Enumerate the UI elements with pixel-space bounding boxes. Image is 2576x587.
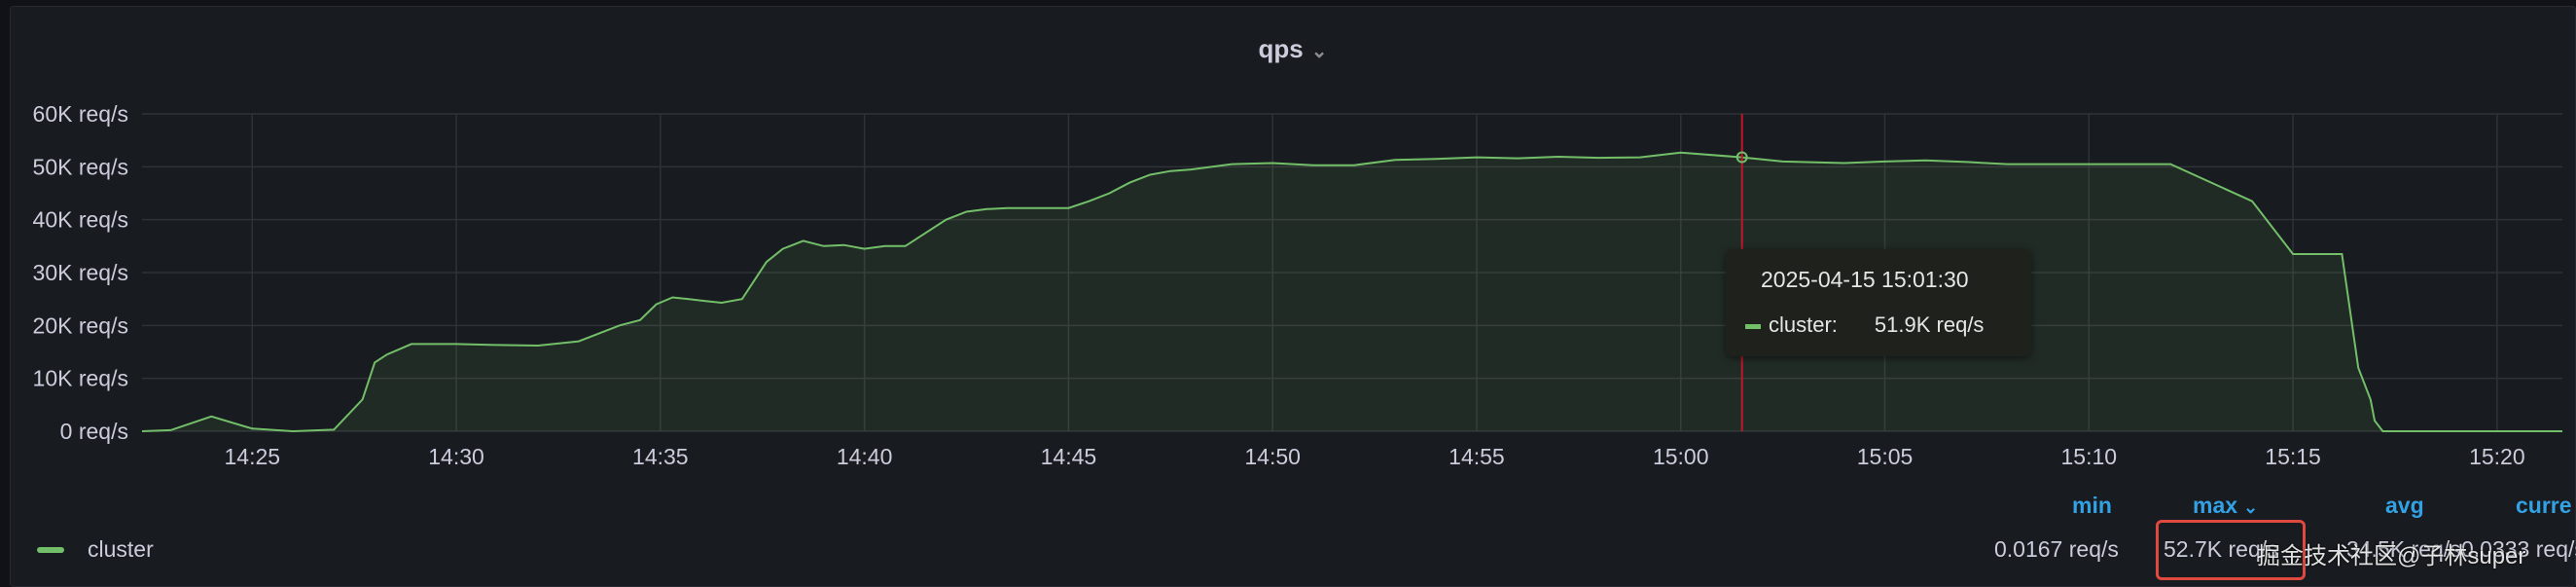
x-tick-label: 14:40: [837, 444, 893, 469]
legend-header-max-label: max: [2193, 493, 2238, 518]
x-tick-label: 14:25: [225, 444, 281, 469]
legend-header-avg[interactable]: avg: [2385, 493, 2424, 518]
legend-series-name[interactable]: cluster: [88, 536, 154, 562]
legend-avg-value: 34.5K req/s: [2346, 536, 2461, 562]
tooltip-value: 51.9K req/s: [1874, 312, 1985, 337]
legend-header-current[interactable]: curre: [2516, 493, 2572, 518]
x-tick-label: 15:20: [2469, 444, 2525, 469]
x-tick-label: 15:10: [2061, 444, 2118, 469]
max-value-highlight-box: [2156, 520, 2306, 580]
legend-min-value: 0.0167 req/s: [1994, 536, 2119, 562]
y-tick-label: 40K req/s: [33, 207, 128, 233]
y-tick-label: 60K req/s: [33, 101, 128, 127]
watermark: 掘金技术社区@子林super: [2257, 543, 2526, 569]
y-tick-label: 30K req/s: [33, 260, 128, 285]
y-tick-label: 50K req/s: [33, 154, 128, 179]
tooltip-series-swatch: [1745, 323, 1761, 329]
panel-title-button[interactable]: qps ⌄: [11, 34, 2575, 64]
y-tick-label: 10K req/s: [33, 366, 128, 391]
tooltip: 2025-04-15 15:01:30 cluster: 51.9K req/s: [1726, 249, 2031, 356]
tooltip-row: cluster: 51.9K req/s: [1745, 312, 2012, 338]
legend-header-min[interactable]: min: [2072, 493, 2112, 518]
legend-current-value: 0.0333 req/s: [2461, 536, 2576, 562]
y-tick-label: 20K req/s: [33, 312, 128, 338]
x-tick-label: 15:15: [2265, 444, 2321, 469]
panel-title: qps: [1258, 34, 1304, 63]
x-tick-label: 14:35: [632, 444, 689, 469]
legend-max-value: 52.7K req/s: [2164, 536, 2278, 562]
chevron-down-icon: ⌄: [2243, 497, 2259, 517]
x-tick-label: 14:30: [428, 444, 484, 469]
series-cluster-area: [142, 152, 2562, 431]
series-cluster: [141, 151, 2562, 433]
x-tick-label: 15:05: [1857, 444, 1914, 469]
tooltip-series-name: cluster:: [1769, 312, 1838, 337]
x-axis: 14:25 14:30 14:35 14:40 14:45 14:50 14:55 15:00…: [225, 444, 2525, 469]
x-tick-label: 15:00: [1653, 444, 1709, 469]
tooltip-time: 2025-04-15 15:01:30: [1761, 267, 1969, 292]
y-axis: 0 req/s 10K req/s 20K req/s 30K req/s 40K re…: [33, 101, 128, 444]
x-tick-label: 14:50: [1244, 444, 1301, 469]
y-tick-label: 0 req/s: [60, 419, 128, 444]
chevron-down-icon: ⌄: [1310, 41, 1328, 62]
x-tick-label: 14:45: [1041, 444, 1097, 469]
legend-header-max[interactable]: max ⌄: [2193, 493, 2258, 519]
crosshair-point: [1735, 151, 1748, 164]
legend-series-swatch[interactable]: [37, 547, 64, 553]
graph-panel: qps ⌄: [10, 6, 2576, 587]
x-tick-label: 14:55: [1449, 444, 1505, 469]
series-cluster-line: [141, 151, 2562, 433]
